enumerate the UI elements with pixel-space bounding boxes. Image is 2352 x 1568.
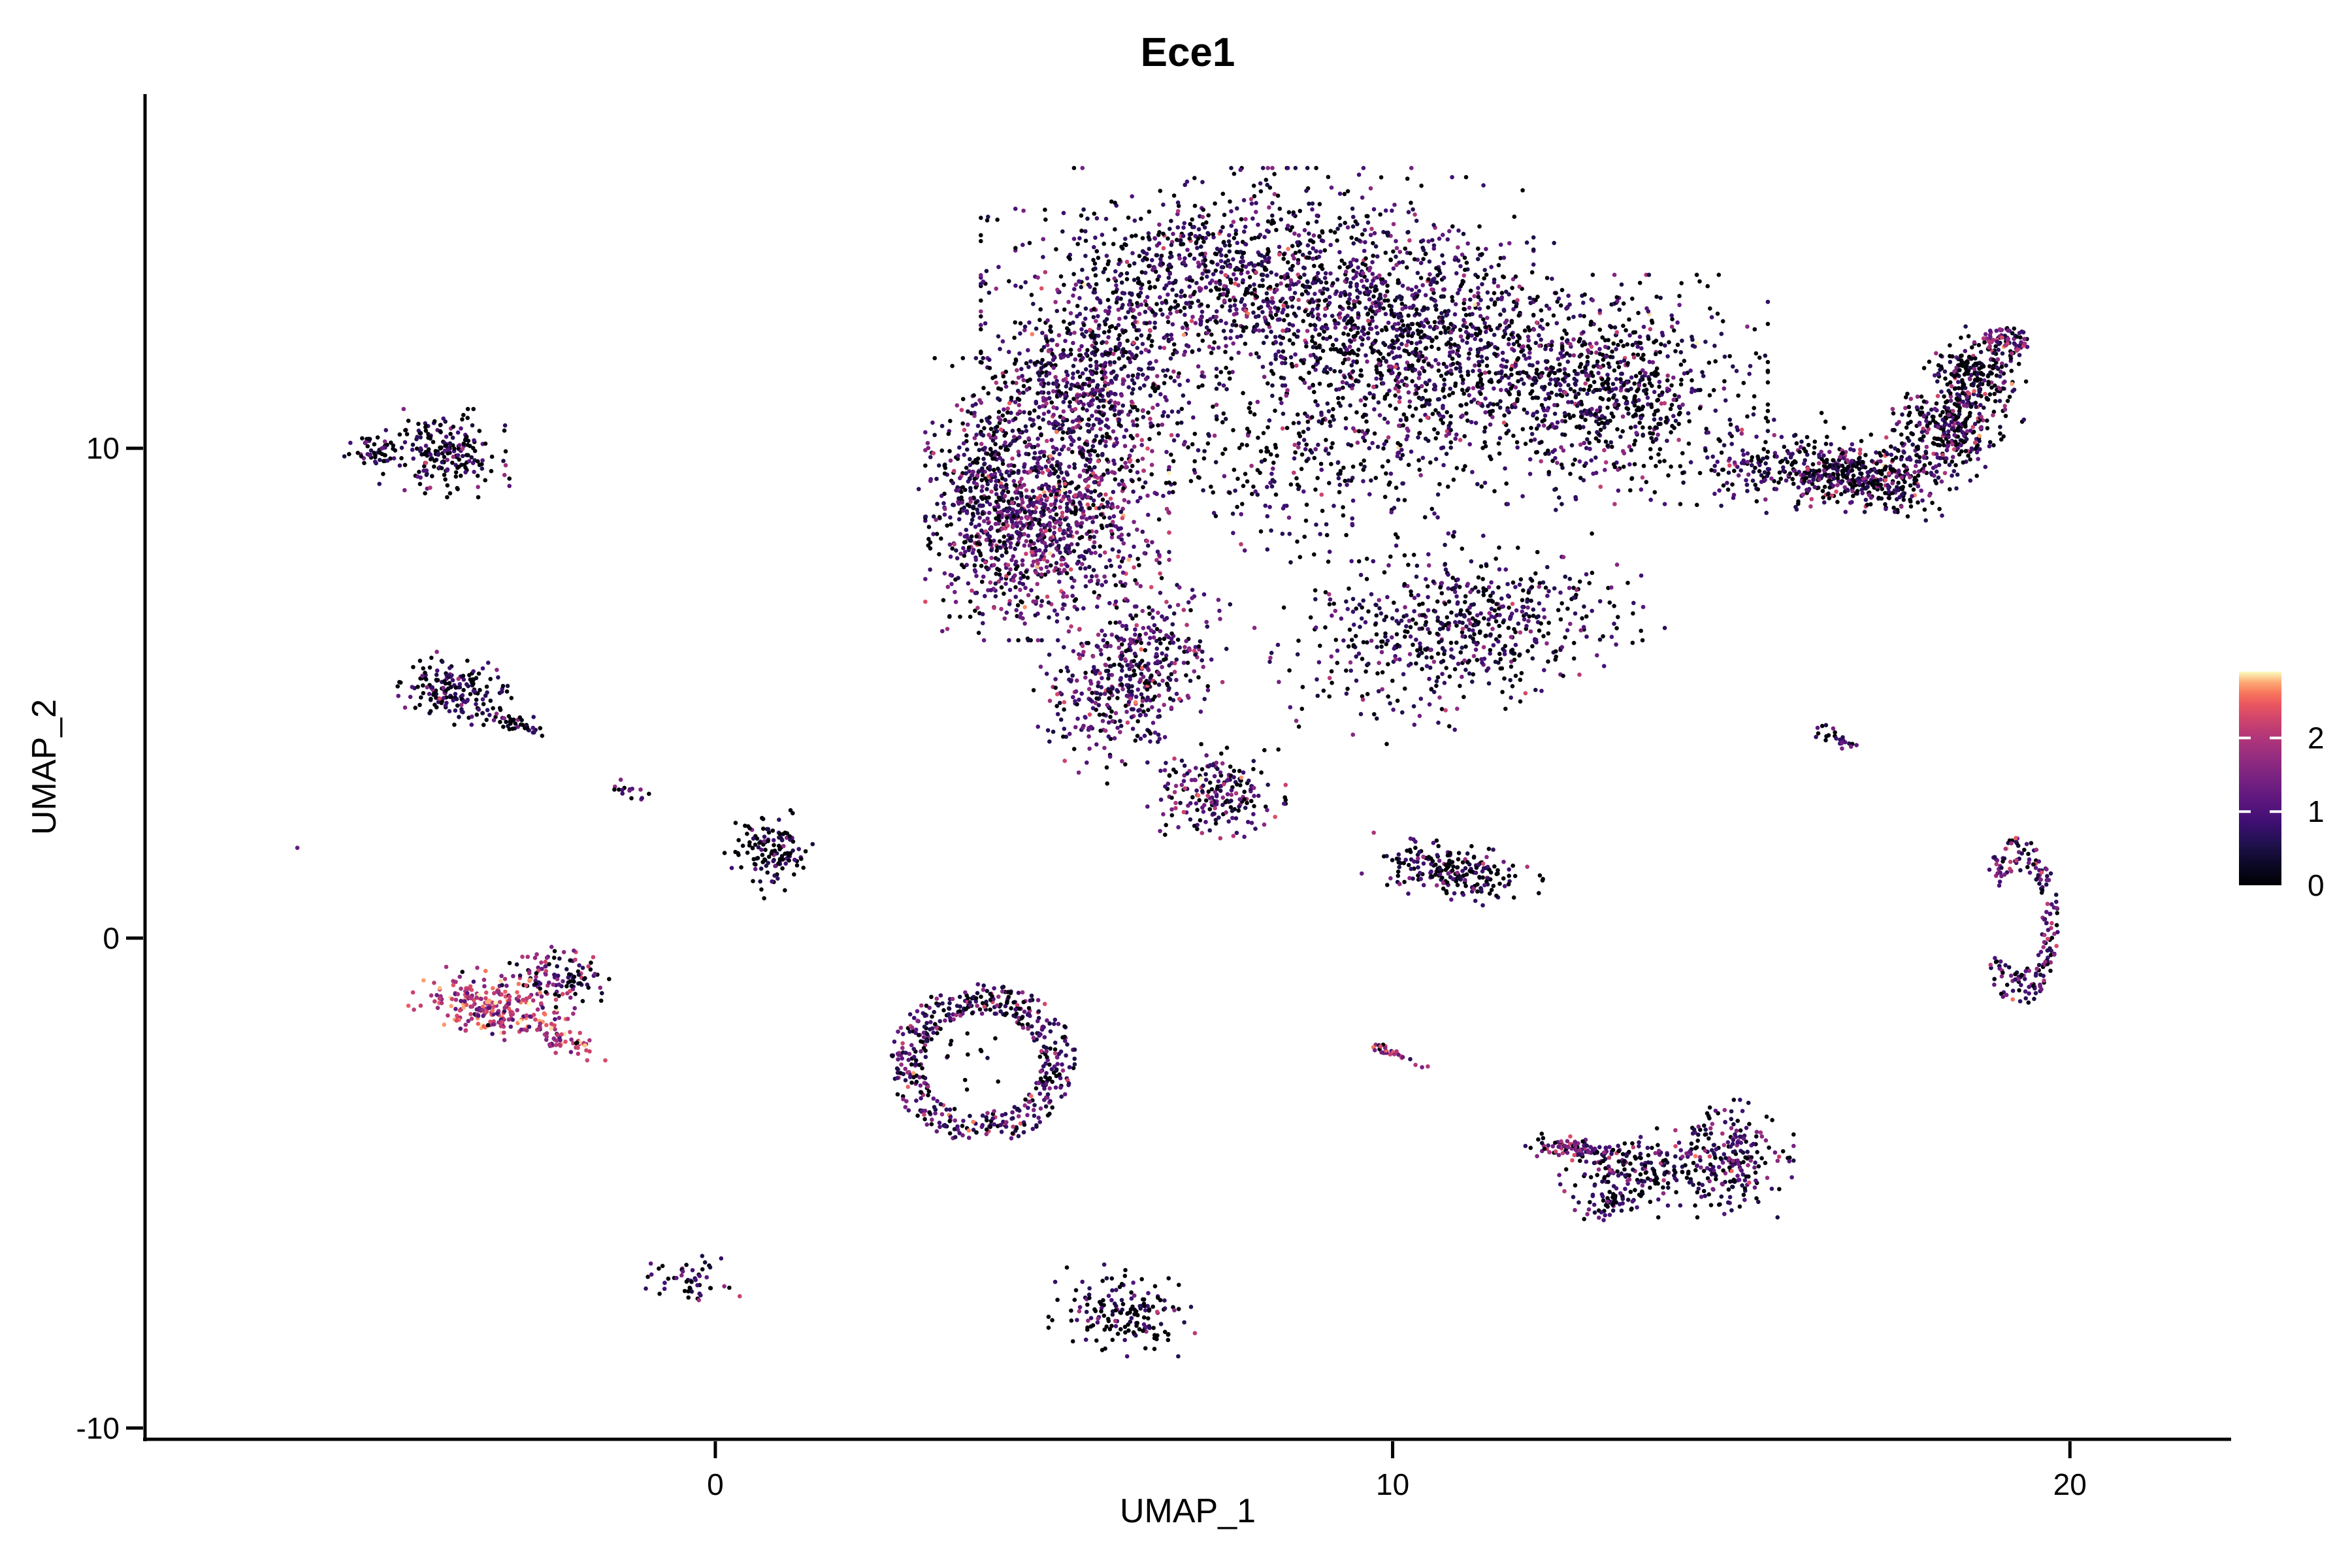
colorbar-legend: 0 1 2 [2239,672,2325,902]
y-tick-label: 10 [86,431,120,465]
colorbar-label: 2 [2308,721,2325,755]
colorbar-label: 1 [2308,794,2325,828]
x-tick-label: 10 [1376,1467,1409,1501]
y-tick-label: -10 [76,1411,120,1445]
points-layer [295,165,2060,1359]
colorbar-gradient [2239,672,2281,885]
x-axis-title: UMAP_1 [1120,1492,1256,1530]
y-axis: -10 0 10 [76,94,147,1445]
plot-title: Ece1 [1141,30,1235,75]
x-axis: 0 10 20 [143,1437,2231,1501]
x-tick-label: 0 [707,1467,724,1501]
x-tick-label: 20 [2053,1467,2087,1501]
y-tick-label: 0 [103,921,120,955]
y-axis-title: UMAP_2 [25,699,63,835]
colorbar-label: 0 [2308,868,2325,902]
